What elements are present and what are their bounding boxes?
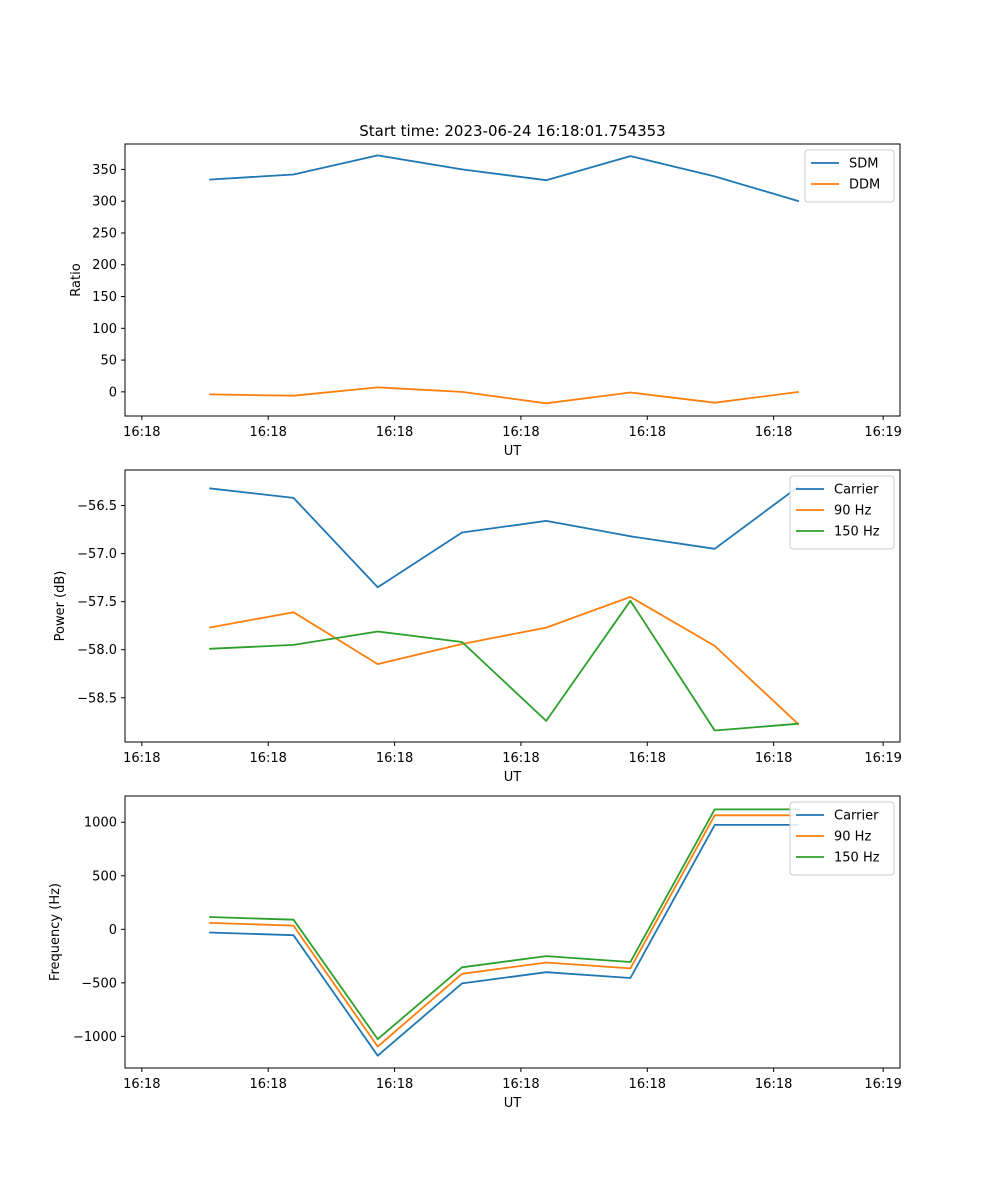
y-axis-label: Frequency (Hz) [48,883,63,981]
x-tick-label: 16:18 [123,425,160,440]
legend-label: Carrier [834,809,879,824]
legend-label: 90 Hz [834,830,871,845]
x-tick-label: 16:18 [123,1077,160,1092]
x-tick-label: 16:18 [629,1077,666,1092]
plot-area [124,143,901,417]
y-tick-label: 500 [92,869,117,884]
legend-label: 150 Hz [834,851,880,866]
x-tick-label: 16:18 [629,425,666,440]
x-axis-label: UT [504,770,522,785]
y-tick-label: −1000 [73,1030,117,1045]
chart-panel-1: 16:18 16:18 16:18 16:18 16:18 16:18 16:19 0 50 10… [69,143,902,459]
series-line-90-hz [209,596,800,726]
y-tick-label: −58.5 [77,691,117,706]
plot-area [124,795,901,1069]
x-tick-label: 16:18 [755,425,792,440]
x-tick-label: 16:18 [249,1077,286,1092]
legend: SDM DDM [804,149,895,203]
x-tick-label: 16:18 [502,751,539,766]
x-axis-label: UT [504,444,522,459]
y-tick-label: −500 [81,976,117,991]
legend: Carrier 90 Hz 150 Hz [789,475,895,550]
y-tick-label: −57.0 [77,547,117,562]
series-line-sdm [209,154,800,203]
y-tick-label: 0 [109,385,117,400]
x-tick-label: 16:18 [376,1077,413,1092]
y-tick-label: −56.5 [77,499,117,514]
y-tick-label: 150 [92,290,117,305]
series-line-carrier [209,485,800,589]
y-tick-label: 1000 [84,816,117,831]
x-tick-label: 16:18 [502,1077,539,1092]
y-axis-label: Power (dB) [53,571,68,642]
y-tick-label: 100 [92,322,117,337]
series-line-150-hz [209,599,799,732]
x-tick-label: 16:18 [123,751,160,766]
y-tick-label: 300 [92,195,117,210]
y-tick-label: 50 [100,354,117,369]
x-axis-label: UT [504,1096,522,1111]
x-tick-label: 16:18 [502,425,539,440]
figure-title: Start time: 2023-06-24 16:18:01.754353 [359,122,665,140]
x-tick-label: 16:19 [864,751,901,766]
series-line-carrier [209,824,799,1057]
y-tick-label: 200 [92,258,117,273]
y-tick-label: −57.5 [77,595,117,610]
x-tick-label: 16:19 [864,1077,901,1092]
y-axis-label: Ratio [69,263,84,296]
x-tick-label: 16:19 [864,425,901,440]
series-line-ddm [209,386,800,405]
x-tick-label: 16:18 [376,425,413,440]
x-tick-label: 16:18 [755,1077,792,1092]
x-tick-label: 16:18 [629,751,666,766]
legend-label: 150 Hz [834,525,880,540]
legend-label: 90 Hz [834,504,871,519]
chart-panel-2: 16:18 16:18 16:18 16:18 16:18 16:18 16:19 −56.5… [53,469,902,785]
legend-label: Carrier [834,483,879,498]
legend-label: SDM [849,157,878,172]
x-tick-label: 16:18 [755,751,792,766]
y-tick-label: 250 [92,226,117,241]
plot-area [124,469,901,743]
legend-label: DDM [849,178,880,193]
x-tick-label: 16:18 [249,751,286,766]
y-tick-label: 0 [109,923,117,938]
chart-panel-3: 16:18 16:18 16:18 16:18 16:18 16:18 16:19 1000 5… [48,795,902,1111]
x-tick-label: 16:18 [376,751,413,766]
x-tick-label: 16:18 [249,425,286,440]
y-tick-label: 350 [92,163,117,178]
series-line-90-hz [209,814,799,1048]
y-tick-label: −58.0 [77,643,117,658]
series-line-150-hz [209,808,799,1040]
legend: Carrier 90 Hz 150 Hz [789,801,895,876]
